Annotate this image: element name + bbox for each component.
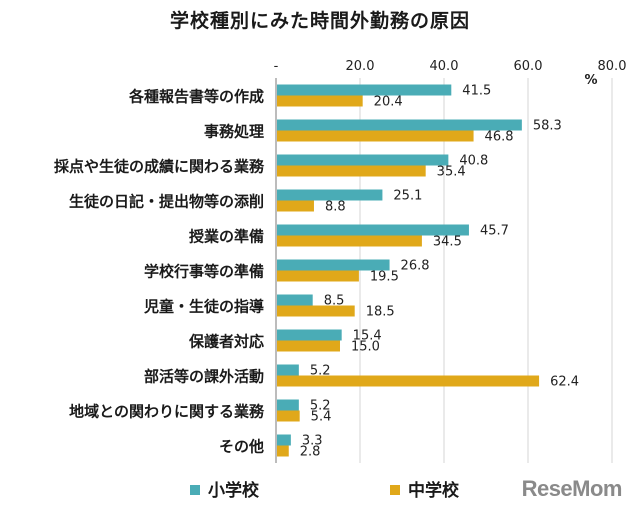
legend-swatch bbox=[190, 485, 200, 495]
x-tick-label: - bbox=[274, 59, 279, 74]
data-label: 15.0 bbox=[351, 340, 380, 355]
bar-elementary bbox=[277, 224, 469, 236]
bar-junior-high bbox=[277, 165, 426, 177]
bar-elementary bbox=[277, 259, 390, 271]
data-label: 3.3 bbox=[302, 434, 323, 449]
category-label: 各種報告書等の作成 bbox=[128, 88, 264, 106]
data-label: 2.8 bbox=[300, 445, 321, 460]
bar-junior-high bbox=[277, 95, 363, 107]
bar-elementary bbox=[277, 189, 383, 201]
category-label: 採点や生徒の成績に関わる業務 bbox=[54, 158, 265, 176]
category-label: 生徒の日記・提出物等の添削 bbox=[69, 193, 264, 211]
data-label: 26.8 bbox=[401, 259, 430, 274]
bar-elementary bbox=[277, 434, 291, 446]
data-label: 20.4 bbox=[374, 95, 403, 110]
bar-junior-high bbox=[277, 445, 289, 457]
category-label: 部活等の課外活動 bbox=[144, 368, 264, 386]
bar-elementary bbox=[277, 119, 522, 131]
data-label: 41.5 bbox=[462, 84, 491, 99]
bar-elementary bbox=[277, 364, 299, 376]
data-label: 46.8 bbox=[485, 130, 514, 145]
bar-elementary bbox=[277, 84, 452, 96]
bar-junior-high bbox=[277, 375, 540, 387]
x-tick-label: 80.0 bbox=[598, 59, 627, 74]
unit-label: % bbox=[584, 73, 597, 88]
watermark-logo: ReseMom bbox=[521, 476, 623, 501]
x-tick-label: 60.0 bbox=[514, 59, 543, 74]
data-label: 5.2 bbox=[310, 399, 331, 414]
data-label: 15.4 bbox=[353, 329, 382, 344]
data-label: 40.8 bbox=[459, 154, 488, 169]
bar-junior-high bbox=[277, 270, 359, 282]
data-label: 58.3 bbox=[533, 119, 562, 134]
legend-label: 小学校 bbox=[208, 480, 260, 501]
x-tick-label: 40.0 bbox=[430, 59, 459, 74]
bar-junior-high bbox=[277, 340, 340, 352]
data-label: 34.5 bbox=[433, 235, 462, 250]
bar-elementary bbox=[277, 294, 313, 306]
data-label: 5.2 bbox=[310, 364, 331, 379]
x-tick-label: 20.0 bbox=[346, 59, 375, 74]
data-label: 8.8 bbox=[325, 200, 346, 215]
category-label: 児童・生徒の指導 bbox=[143, 298, 264, 316]
data-label: 45.7 bbox=[480, 224, 509, 239]
data-label: 35.4 bbox=[437, 165, 466, 180]
bar-junior-high bbox=[277, 305, 355, 317]
data-label: 62.4 bbox=[550, 375, 579, 390]
bar-junior-high bbox=[277, 130, 474, 142]
bar-junior-high bbox=[277, 235, 422, 247]
data-label: 19.5 bbox=[370, 270, 399, 285]
bar-elementary bbox=[277, 329, 342, 341]
category-label: 授業の準備 bbox=[189, 228, 264, 246]
category-label: 地域との関わりに関する業務 bbox=[69, 403, 265, 421]
bar-elementary bbox=[277, 399, 299, 411]
data-label: 25.1 bbox=[393, 189, 422, 204]
category-label: 学校行事等の準備 bbox=[144, 263, 264, 281]
data-label: 5.4 bbox=[311, 410, 332, 425]
category-label: その他 bbox=[219, 438, 264, 456]
bar-junior-high bbox=[277, 200, 314, 212]
legend-label: 中学校 bbox=[408, 480, 460, 501]
legend-swatch bbox=[390, 485, 400, 495]
data-label: 8.5 bbox=[324, 294, 345, 309]
category-label: 保護者対応 bbox=[188, 333, 264, 351]
bar-elementary bbox=[277, 154, 449, 166]
data-label: 18.5 bbox=[366, 305, 395, 320]
bar-junior-high bbox=[277, 410, 300, 422]
category-label: 事務処理 bbox=[204, 123, 264, 141]
chart-title: 学校種別にみた時間外勤務の原因 bbox=[169, 10, 470, 32]
